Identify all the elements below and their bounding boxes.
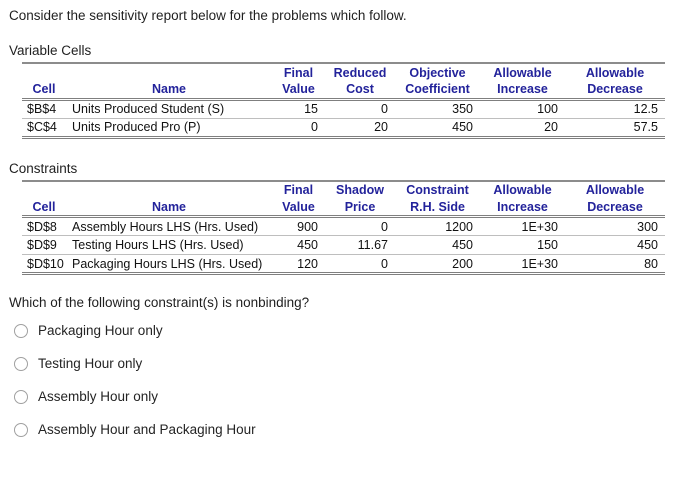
header-cell: Name <box>151 82 187 97</box>
cell: 120 <box>272 254 325 274</box>
table-row: Cell Name Value Cost Coefficient Increase Decr… <box>22 81 665 99</box>
header-cell: Objective <box>409 65 466 80</box>
cell: Units Produced Student (S) <box>72 102 225 116</box>
cell: 450 <box>395 235 480 255</box>
cell: 0 <box>381 102 388 116</box>
constraints-body: $D$8 Assembly Hours LHS (Hrs. Used) 900 0 12… <box>22 217 665 274</box>
header-cell: Final <box>283 65 314 80</box>
header-cell: Decrease <box>587 199 643 214</box>
answer-option-assembly-only[interactable]: Assembly Hour only <box>14 389 680 405</box>
header-cell: Allowable <box>585 183 645 197</box>
constraints-table: Final Shadow Constraint Allowable Allowable C… <box>22 179 665 275</box>
header-cell: Increase <box>497 82 548 97</box>
cell: 12.5 <box>633 102 658 116</box>
cell: 450 <box>395 117 480 137</box>
variable-cells-table: Final Reduced Objective Allowable Allowable C… <box>22 62 665 139</box>
header-cell: Cell <box>32 82 56 97</box>
answer-option-label: Testing Hour only <box>38 356 143 371</box>
cell: Testing Hours LHS (Hrs. Used) <box>66 235 272 255</box>
table-row: Final Reduced Objective Allowable Allowable <box>22 63 665 81</box>
header-cell: Cell <box>32 199 56 214</box>
radio-button-icon[interactable] <box>14 423 28 437</box>
constraints-label: Constraints <box>9 160 78 176</box>
header-cell: Coefficient <box>405 82 470 97</box>
cell: 0 <box>272 117 325 137</box>
radio-button-icon[interactable] <box>14 390 28 404</box>
answer-option-assembly-and-packaging[interactable]: Assembly Hour and Packaging Hour <box>14 422 680 438</box>
cell: 1E+30 <box>521 219 559 234</box>
answer-option-label: Assembly Hour only <box>38 389 159 404</box>
header-cell: R.H. Side <box>410 199 465 214</box>
cell: 80 <box>565 254 665 274</box>
header-cell <box>66 181 272 199</box>
question-page: Consider the sensitivity report below fo… <box>0 8 680 438</box>
answer-option-label: Assembly Hour and Packaging Hour <box>38 422 256 437</box>
cell: $B$4 <box>27 102 57 116</box>
constraints-header: Final Shadow Constraint Allowable Allowable C… <box>22 181 665 217</box>
header-cell: Value <box>282 199 315 214</box>
answer-option-packaging-only[interactable]: Packaging Hour only <box>14 323 680 339</box>
header-cell: Allowable <box>493 65 552 80</box>
cell: 200 <box>395 254 480 274</box>
cell: $D$8 <box>27 219 57 234</box>
variable-cells-label: Variable Cells <box>9 43 92 58</box>
variable-cells-header: Final Reduced Objective Allowable Allowable C… <box>22 63 665 99</box>
variable-cells-body: $B$4 Units Produced Student (S) 15 0 350 100 1… <box>22 99 665 137</box>
header-cell: Allowable <box>585 65 645 80</box>
intro-text: Consider the sensitivity report below fo… <box>9 8 407 23</box>
radio-button-icon[interactable] <box>14 357 28 371</box>
header-cell: Increase <box>497 199 548 214</box>
cell: $C$4 <box>22 117 66 137</box>
table-row: $D$10 Packaging Hours LHS (Hrs. Used) 120 0… <box>22 254 665 274</box>
header-cell: Value <box>282 82 315 97</box>
header-cell: Reduced <box>333 65 387 80</box>
cell: Assembly Hours LHS (Hrs. Used) <box>72 219 259 234</box>
cell: Packaging Hours LHS (Hrs. Used) <box>66 254 272 274</box>
header-cell: Cost <box>346 82 374 97</box>
cell: 57.5 <box>565 117 665 137</box>
cell: 11.67 <box>325 235 395 255</box>
question-text: Which of the following constraint(s) is … <box>9 295 310 310</box>
cell: 900 <box>297 219 318 234</box>
table-row: $B$4 Units Produced Student (S) 15 0 350 100 1… <box>22 99 665 118</box>
cell: 0 <box>381 219 388 234</box>
header-cell <box>66 63 272 81</box>
header-cell: Constraint <box>406 183 469 197</box>
header-cell <box>22 181 66 199</box>
cell: 0 <box>325 254 395 274</box>
radio-button-icon[interactable] <box>14 324 28 338</box>
table-row: $C$4 Units Produced Pro (P) 0 20 450 20 57.5 <box>22 117 665 137</box>
table-row: $D$9 Testing Hours LHS (Hrs. Used) 450 11.6… <box>22 235 665 255</box>
cell: $D$9 <box>22 235 66 255</box>
table-row: Cell Name Value Price R.H. Side Increase Decre… <box>22 199 665 217</box>
cell: 20 <box>480 117 565 137</box>
table-row: Final Shadow Constraint Allowable Allowable <box>22 181 665 199</box>
cell: 20 <box>325 117 395 137</box>
cell: 450 <box>565 235 665 255</box>
cell: 1200 <box>445 219 473 234</box>
cell: 450 <box>272 235 325 255</box>
cell: 15 <box>304 102 318 116</box>
header-cell: Price <box>344 199 376 214</box>
header-cell: Final <box>283 183 314 197</box>
cell: 100 <box>537 102 558 116</box>
answer-options: Packaging Hour only Testing Hour only As… <box>0 323 680 438</box>
cell: 150 <box>480 235 565 255</box>
cell: $D$10 <box>22 254 66 274</box>
answer-option-label: Packaging Hour only <box>38 323 163 338</box>
cell: 1E+30 <box>480 254 565 274</box>
header-cell: Name <box>151 199 187 214</box>
cell: 300 <box>637 219 658 234</box>
header-cell: Decrease <box>587 82 643 97</box>
header-cell <box>22 63 66 81</box>
cell: 350 <box>452 102 473 116</box>
table-row: $D$8 Assembly Hours LHS (Hrs. Used) 900 0 12… <box>22 217 665 236</box>
cell: Units Produced Pro (P) <box>66 117 272 137</box>
header-cell: Shadow <box>336 183 384 197</box>
answer-option-testing-only[interactable]: Testing Hour only <box>14 356 680 372</box>
header-cell: Allowable <box>493 183 552 197</box>
